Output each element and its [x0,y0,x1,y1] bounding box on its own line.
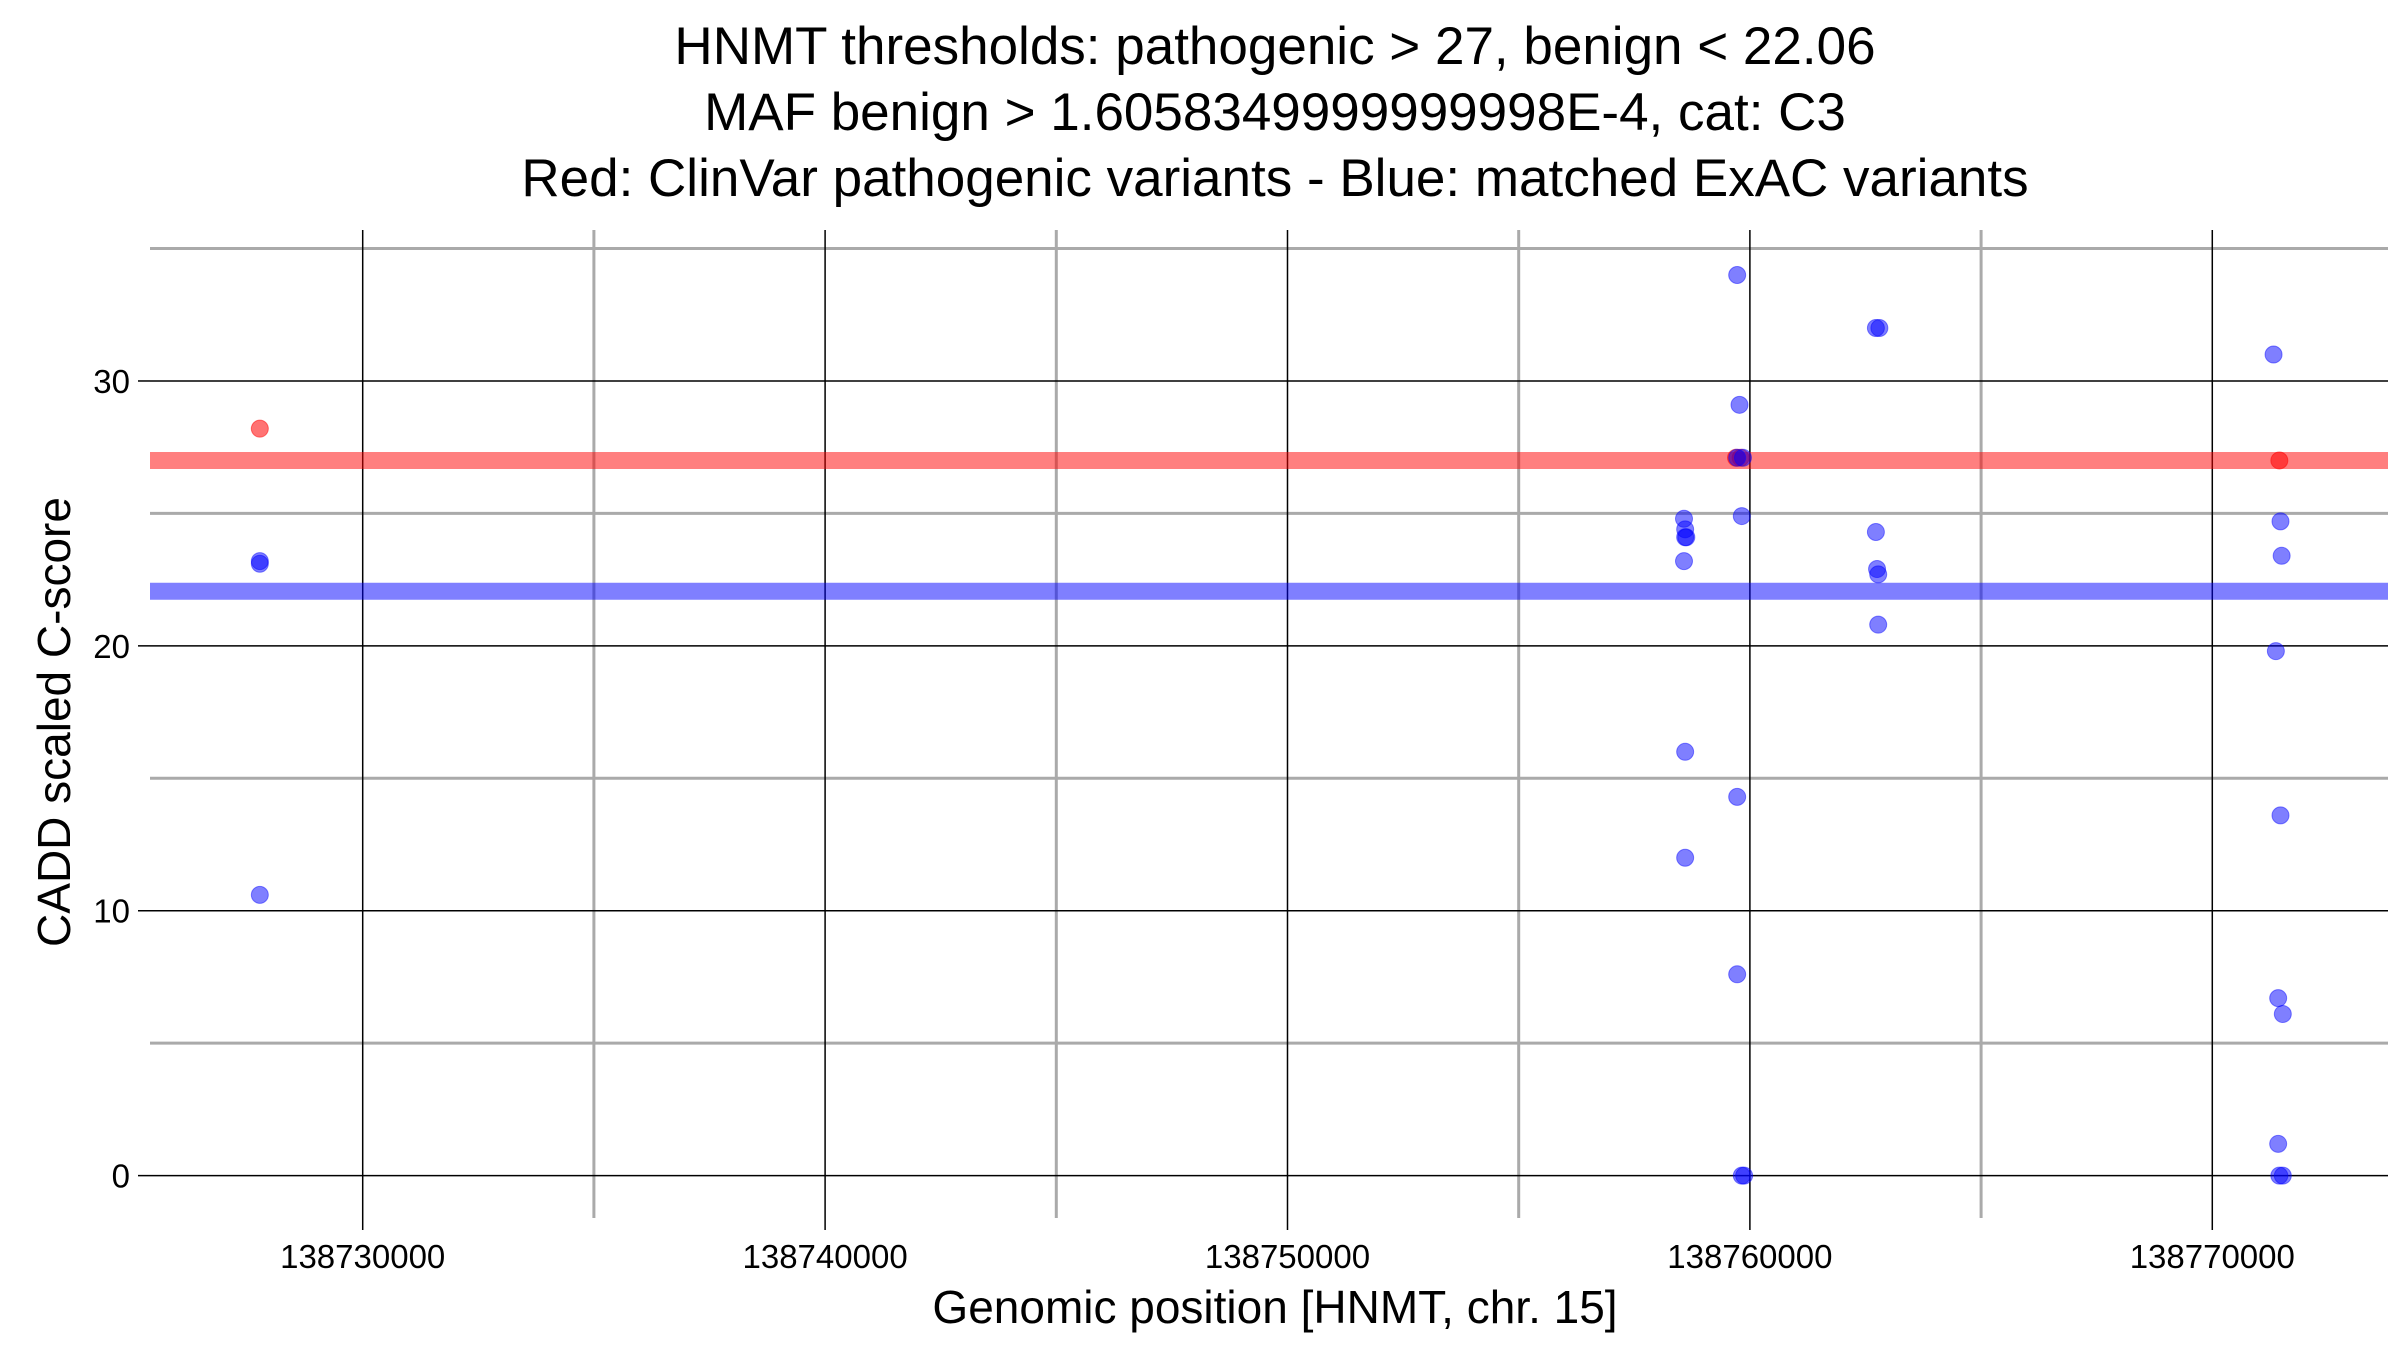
exac-point [1677,528,1696,547]
x-axis-label: Genomic position [HNMT, chr. 15] [932,1281,1617,1333]
exac-point [1866,522,1885,541]
data-points [250,266,2292,1185]
y-tick-label: 0 [112,1158,130,1195]
x-axis: 138730000 138740000 138750000 138760000 1387… [280,1218,2295,1275]
y-axis-label: CADD scaled C-score [28,497,80,947]
exac-point [1735,1166,1754,1185]
exac-point [2269,989,2288,1008]
threshold-lines [150,451,2388,600]
exac-point [250,554,269,573]
y-tick-label: 10 [93,893,130,930]
grid [150,230,2388,1218]
exac-point [2271,806,2290,825]
x-tick-label: 138770000 [2130,1238,2295,1275]
exac-point [2271,512,2290,531]
exac-point [1730,395,1749,414]
exac-point [1869,615,1888,634]
exac-point [1733,448,1752,467]
exac-point [1870,319,1889,338]
chart-title-line-3: Red: ClinVar pathogenic variants - Blue:… [521,149,2029,208]
chart-title-line-2: MAF benign > 1.6058349999999998E-4, cat:… [704,83,1846,142]
exac-point [1728,266,1747,285]
exac-point [2273,1005,2292,1024]
x-tick-label: 138730000 [280,1238,445,1275]
exac-point [2266,642,2285,661]
x-tick-label: 138750000 [1205,1238,1370,1275]
exac-point [2269,1134,2288,1153]
x-tick-label: 138740000 [743,1238,908,1275]
y-axis: 0 10 20 30 [93,363,150,1195]
exac-point [2272,546,2291,565]
chart-title: HNMT thresholds: pathogenic > 27, benign… [150,14,2400,212]
chart-title-line-1: HNMT thresholds: pathogenic > 27, benign… [674,17,1876,76]
y-tick-label: 30 [93,363,130,400]
exac-point [1675,552,1694,571]
exac-point [2273,1166,2292,1185]
x-tick-label: 138760000 [1667,1238,1832,1275]
exac-point [1728,965,1747,984]
exac-point [1676,742,1695,761]
exac-point [2264,345,2283,364]
exac-point [250,885,269,904]
exac-point [1732,507,1751,526]
exac-point [1869,565,1888,584]
clinvar-point [2270,451,2289,470]
exac-point [1728,787,1747,806]
clinvar-point [250,419,269,438]
exac-point [1676,848,1695,867]
y-tick-label: 20 [93,628,130,665]
